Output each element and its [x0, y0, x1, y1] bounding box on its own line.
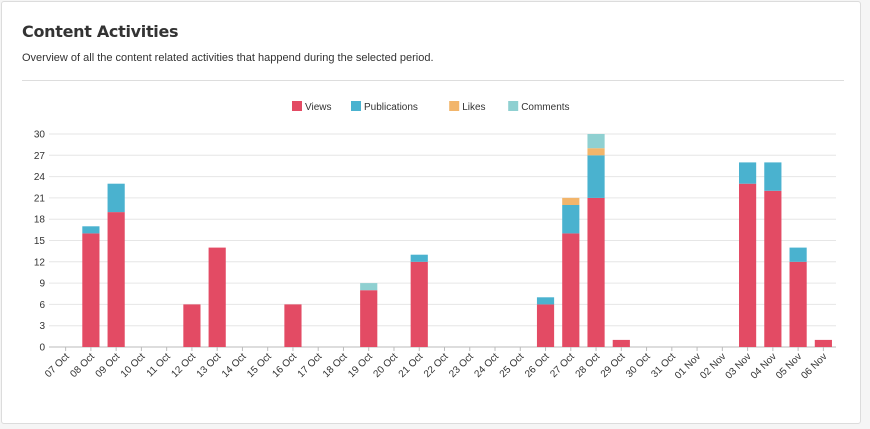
- legend-label-views[interactable]: Views: [305, 102, 332, 113]
- y-tick-label: 18: [34, 215, 46, 226]
- y-tick-label: 9: [39, 279, 45, 290]
- y-tick-label: 21: [34, 193, 46, 204]
- bar-comments[interactable]: [360, 283, 378, 291]
- x-tick-label: 02 Nov: [698, 351, 728, 381]
- bar-publications[interactable]: [587, 155, 605, 198]
- bar-publications[interactable]: [562, 205, 580, 234]
- bar-views[interactable]: [284, 304, 302, 347]
- bar-views[interactable]: [612, 339, 630, 347]
- x-tick-label: 01 Nov: [673, 351, 703, 381]
- bar-views[interactable]: [536, 304, 555, 347]
- bar-views[interactable]: [764, 190, 782, 347]
- bar-comments[interactable]: [587, 134, 605, 149]
- legend-swatch-likes[interactable]: [449, 101, 460, 111]
- x-tick-label: 15 Oct: [245, 351, 274, 380]
- x-tick-label: 23 Oct: [447, 351, 476, 380]
- bar-publications[interactable]: [764, 162, 782, 191]
- x-tick-label: 06 Nov: [799, 351, 829, 381]
- bar-views[interactable]: [814, 339, 832, 347]
- x-tick-label: 26 Oct: [523, 351, 552, 380]
- x-tick-label: 09 Oct: [94, 351, 123, 380]
- bar-views[interactable]: [107, 212, 125, 347]
- x-tick-label: 28 Oct: [574, 351, 603, 380]
- y-tick-label: 24: [34, 172, 46, 183]
- x-tick-label: 29 Oct: [599, 351, 628, 380]
- x-tick-label: 20 Oct: [371, 351, 400, 380]
- card-title: Content Activities: [22, 22, 179, 41]
- card-subtitle: Overview of all the content related acti…: [22, 52, 434, 64]
- legend-swatch-views[interactable]: [292, 101, 302, 111]
- legend-label-comments[interactable]: Comments: [521, 102, 569, 113]
- y-tick-label: 6: [39, 300, 45, 311]
- x-tick-label: 25 Oct: [498, 351, 527, 380]
- x-tick-label: 30 Oct: [624, 351, 653, 380]
- x-tick-label: 10 Oct: [119, 351, 148, 380]
- bar-publications[interactable]: [107, 183, 125, 213]
- y-tick-label: 15: [34, 236, 46, 247]
- x-tick-label: 11 Oct: [145, 351, 173, 379]
- bar-publications[interactable]: [410, 254, 428, 262]
- bar-views[interactable]: [410, 261, 428, 347]
- legend-swatch-publications[interactable]: [351, 101, 361, 111]
- x-tick-label: 22 Oct: [422, 351, 451, 380]
- y-tick-label: 30: [34, 130, 46, 141]
- x-tick-label: 27 Oct: [548, 351, 577, 380]
- bar-views[interactable]: [739, 183, 757, 347]
- x-tick-label: 05 Nov: [774, 351, 804, 381]
- x-tick-label: 13 Oct: [195, 351, 224, 380]
- x-tick-label: 04 Nov: [749, 351, 779, 381]
- y-tick-label: 27: [34, 151, 46, 162]
- x-tick-label: 03 Nov: [724, 351, 754, 381]
- legend-label-publications[interactable]: Publications: [364, 102, 418, 113]
- y-tick-label: 0: [39, 343, 45, 354]
- bar-publications[interactable]: [82, 226, 100, 234]
- bar-likes[interactable]: [562, 197, 580, 205]
- legend-label-likes[interactable]: Likes: [462, 102, 485, 113]
- x-tick-label: 17 Oct: [296, 351, 325, 380]
- content-activities-card: Content Activities Overview of all the c…: [1, 1, 861, 424]
- bar-likes[interactable]: [587, 148, 605, 156]
- y-tick-label: 12: [34, 257, 46, 268]
- bar-views[interactable]: [82, 233, 100, 347]
- bar-views[interactable]: [562, 233, 580, 347]
- x-tick-label: 14 Oct: [220, 351, 249, 380]
- bar-publications[interactable]: [789, 247, 807, 262]
- bar-views[interactable]: [183, 304, 201, 347]
- divider: [22, 80, 844, 81]
- x-tick-label: 08 Oct: [68, 351, 97, 380]
- x-tick-label: 24 Oct: [473, 351, 502, 380]
- x-tick-label: 16 Oct: [270, 351, 299, 380]
- x-tick-label: 12 Oct: [169, 351, 198, 380]
- y-tick-label: 3: [39, 321, 45, 332]
- x-tick-label: 07 Oct: [43, 351, 72, 380]
- bar-views[interactable]: [208, 247, 226, 347]
- bar-views[interactable]: [789, 261, 807, 347]
- bar-views[interactable]: [587, 197, 605, 347]
- x-tick-label: 21 Oct: [397, 351, 426, 380]
- x-tick-label: 19 Oct: [346, 351, 375, 380]
- x-tick-label: 18 Oct: [321, 351, 350, 380]
- bar-publications[interactable]: [739, 162, 757, 184]
- bar-views[interactable]: [360, 290, 378, 347]
- legend-swatch-comments[interactable]: [508, 101, 519, 111]
- bar-publications[interactable]: [536, 297, 555, 305]
